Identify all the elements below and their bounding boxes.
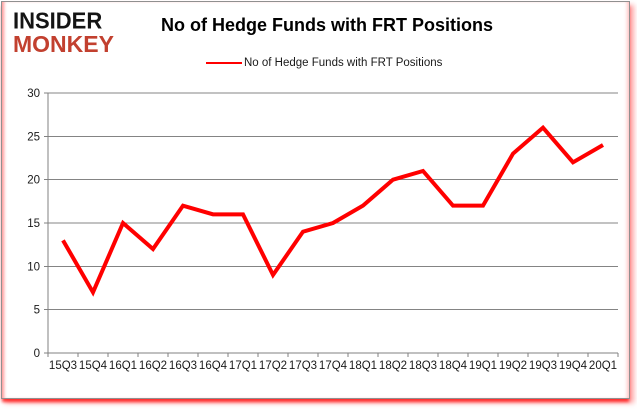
x-axis-tick-label: 17Q2: [259, 360, 287, 372]
x-axis-tick-label: 17Q3: [289, 360, 317, 372]
x-axis-tick-label: 18Q2: [379, 360, 407, 372]
x-axis-tick-label: 18Q1: [349, 360, 377, 372]
insider-monkey-logo: INSIDER MONKEY: [13, 7, 114, 57]
y-axis-tick-label: 25: [27, 131, 40, 143]
x-axis-tick-label: 15Q4: [79, 360, 108, 372]
chart-frame: INSIDER MONKEY No of Hedge Funds with FR…: [1, 1, 630, 399]
y-axis-tick-label: 0: [34, 348, 40, 360]
x-axis-tick-label: 16Q4: [199, 360, 228, 372]
x-axis-tick-label: 16Q2: [139, 360, 167, 372]
x-axis-tick-label: 15Q3: [49, 360, 77, 372]
x-axis-tick-label: 16Q1: [109, 360, 137, 372]
legend-label: No of Hedge Funds with FRT Positions: [244, 57, 443, 69]
series-line: [61, 124, 605, 297]
chart-title: No of Hedge Funds with FRT Positions: [161, 15, 493, 35]
x-axis-tick-label: 16Q3: [169, 360, 197, 372]
x-axis-tick-label: 19Q4: [559, 360, 588, 372]
y-axis-tick-label: 15: [27, 218, 40, 230]
logo-word-insider: INSIDER: [13, 7, 103, 34]
x-axis-tick-label: 17Q1: [229, 360, 257, 372]
logo-word-monkey: MONKEY: [13, 31, 114, 57]
y-axis-tick-label: 30: [27, 88, 40, 100]
x-axis-tick-label: 18Q4: [439, 360, 468, 372]
y-axis-tick-label: 5: [34, 305, 40, 317]
x-axis-tick-label: 19Q3: [529, 360, 557, 372]
legend-line-swatch: [206, 62, 242, 64]
y-axis-tick-label: 10: [27, 261, 40, 273]
x-axis-tick-label: 17Q4: [319, 360, 348, 372]
y-axis-tick-label: 20: [27, 175, 40, 187]
x-axis-tick-label: 19Q2: [499, 360, 527, 372]
legend: No of Hedge Funds with FRT Positions: [206, 56, 442, 70]
x-axis-tick-label: 19Q1: [469, 360, 497, 372]
x-axis-tick-label: 18Q3: [409, 360, 437, 372]
x-axis-tick-label: 20Q1: [589, 360, 617, 372]
